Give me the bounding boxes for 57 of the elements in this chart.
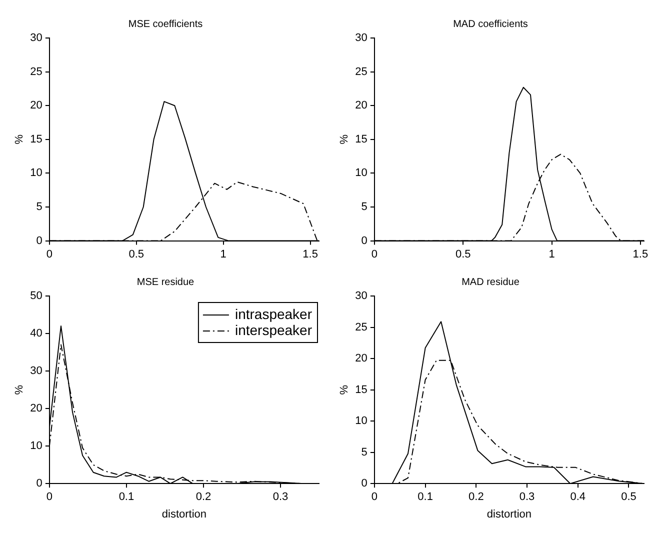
y-tick-label: 15: [30, 133, 42, 146]
x-tick-label: 0.3: [272, 491, 288, 504]
x-tick-label: 0.5: [621, 491, 636, 504]
y-tick-label: 25: [30, 66, 42, 78]
y-tick-label: 15: [355, 384, 368, 396]
x-tick-label: 1: [548, 248, 555, 260]
y-tick-label: 10: [30, 167, 42, 180]
y-tick-label: 25: [355, 321, 368, 334]
x-tick-label: 0.5: [128, 248, 144, 260]
y-tick-label: 0: [36, 478, 42, 490]
y-axis-title: %: [14, 134, 26, 144]
x-tick-label: 0.5: [455, 248, 471, 260]
x-tick-label: 0.1: [418, 491, 433, 504]
y-tick-label: 0: [361, 234, 368, 247]
y-tick-label: 10: [30, 440, 42, 452]
chart-title: MSE residue: [136, 276, 195, 288]
x-axis-title: distortion: [486, 508, 532, 520]
y-tick-label: 30: [30, 32, 42, 44]
x-tick-label: 1.5: [302, 248, 318, 260]
x-tick-label: 0.2: [196, 491, 212, 504]
chart-title: MSE coefficients: [128, 18, 203, 30]
x-tick-label: 0.1: [118, 491, 134, 504]
x-axis-title: distortion: [162, 508, 207, 520]
y-tick-label: 20: [30, 100, 42, 112]
x-tick-label: 0.4: [570, 491, 586, 504]
y-tick-label: 5: [36, 201, 42, 214]
y-axis-title: %: [338, 134, 351, 144]
y-tick-label: 10: [355, 415, 368, 428]
y-tick-label: 30: [355, 32, 368, 44]
x-tick-label: 0.2: [468, 491, 484, 504]
y-tick-label: 0: [361, 478, 368, 490]
x-tick-label: 0: [46, 491, 52, 504]
x-tick-label: 0: [371, 248, 378, 260]
x-tick-label: 0.3: [519, 491, 535, 504]
y-tick-label: 15: [355, 133, 368, 146]
legend-label: intraspeaker: [234, 306, 312, 322]
x-tick-label: 0: [371, 491, 378, 504]
y-tick-label: 40: [30, 328, 42, 340]
y-tick-label: 30: [30, 365, 42, 378]
chart-title: MAD coefficients: [453, 18, 528, 30]
y-tick-label: 0: [36, 234, 42, 247]
y-tick-label: 25: [355, 66, 368, 78]
y-tick-label: 20: [355, 352, 368, 365]
y-tick-label: 20: [30, 402, 42, 415]
x-tick-label: 1.5: [632, 248, 648, 260]
x-tick-label: 0: [46, 248, 52, 260]
y-tick-label: 10: [355, 167, 368, 180]
y-axis-title: %: [14, 384, 26, 395]
y-tick-label: 50: [30, 290, 42, 302]
y-tick-label: 30: [355, 290, 368, 302]
y-tick-label: 20: [355, 100, 368, 112]
chart-title: MAD residue: [462, 276, 520, 288]
x-tick-label: 1: [220, 248, 226, 260]
legend-label: interspeaker: [234, 322, 312, 338]
y-tick-label: 5: [361, 201, 368, 214]
y-tick-label: 5: [361, 446, 368, 458]
y-axis-title: %: [338, 384, 351, 395]
